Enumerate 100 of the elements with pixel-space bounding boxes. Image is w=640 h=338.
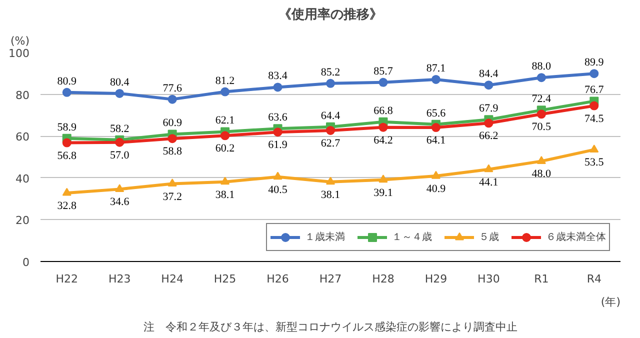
point (536, 156, 546, 164)
data-label: 60.2 (215, 142, 235, 155)
data-label: 57.0 (110, 149, 130, 162)
data-label: 89.9 (584, 56, 604, 69)
point (220, 176, 230, 185)
data-label: 83.4 (268, 70, 288, 82)
point (590, 144, 599, 152)
point (484, 164, 494, 172)
point (378, 78, 388, 87)
point (378, 174, 388, 183)
data-label: 40.9 (426, 183, 446, 196)
point (431, 123, 440, 132)
data-label: 64.4 (320, 110, 341, 122)
point (378, 122, 388, 132)
x-tick-label: H24 (161, 272, 184, 286)
data-label: 87.1 (426, 62, 446, 74)
y-tick-label: 60 (16, 130, 30, 144)
point (220, 131, 230, 140)
point (536, 110, 546, 119)
legend-label: ６歳未満全体 (546, 230, 606, 244)
data-label: 80.4 (110, 76, 130, 88)
x-tick-label: R1 (534, 272, 549, 286)
data-label: 48.0 (532, 168, 552, 180)
point (484, 80, 494, 90)
point (590, 69, 599, 78)
data-label: 77.6 (162, 82, 182, 94)
chart-title: 《使用率の推移》 (278, 6, 382, 22)
point (115, 88, 124, 98)
point (168, 178, 177, 187)
data-label: 39.1 (374, 186, 393, 199)
y-axis-title: (%) (10, 34, 30, 48)
point (273, 82, 282, 92)
y-tick-label: 100 (8, 47, 30, 60)
data-label: 85.2 (320, 66, 340, 78)
data-label: 81.2 (215, 74, 235, 87)
x-tick-label: H23 (108, 272, 131, 286)
point (273, 172, 282, 180)
data-label: 70.5 (532, 121, 552, 134)
y-tick-label: 20 (16, 214, 30, 228)
data-label: 63.6 (268, 112, 288, 124)
data-label: 65.6 (426, 107, 446, 120)
y-tick-label: 40 (16, 172, 30, 186)
point (115, 138, 124, 147)
point (326, 78, 335, 88)
x-tick-label: H27 (319, 272, 342, 286)
point (326, 176, 335, 185)
data-label: 53.5 (584, 156, 604, 169)
legend-label: １歳未満 (305, 230, 345, 244)
data-label: 76.7 (584, 84, 604, 96)
data-label: 61.9 (268, 139, 288, 152)
point (62, 138, 72, 148)
x-tick-label: H28 (372, 272, 394, 286)
point (168, 134, 177, 144)
data-label: 84.4 (479, 68, 499, 80)
point (168, 94, 177, 104)
data-label: 56.8 (57, 150, 77, 162)
data-label: 88.0 (532, 60, 552, 73)
data-label: 64.1 (426, 134, 446, 147)
data-label: 62.7 (320, 137, 341, 150)
x-tick-label: H26 (266, 272, 289, 286)
data-label: 37.2 (162, 190, 182, 203)
data-label: 58.8 (162, 146, 182, 158)
data-label: 34.6 (110, 196, 130, 208)
point (484, 118, 494, 128)
legend-label: １～４歳 (392, 230, 432, 244)
point (115, 184, 124, 192)
text: 注 令和２年及び３年は、新型コロナウイルス感染症の影響により調査中止 (144, 320, 518, 334)
x-tick-label: H25 (214, 272, 236, 286)
point (220, 87, 230, 96)
point (62, 88, 72, 97)
point (326, 126, 335, 135)
data-label: 67.9 (479, 102, 499, 115)
data-label: 64.2 (374, 134, 393, 146)
data-label: 40.5 (268, 184, 288, 196)
point (536, 73, 546, 82)
data-label: 85.7 (374, 65, 394, 78)
point (62, 188, 72, 196)
data-label: 80.9 (57, 75, 77, 88)
data-label: 32.8 (57, 200, 77, 212)
data-label: 62.1 (215, 114, 235, 127)
point (431, 170, 440, 179)
x-tick-label: H29 (424, 272, 448, 286)
data-label: 38.1 (215, 188, 235, 201)
x-tick-label: H22 (56, 272, 78, 286)
point (431, 74, 440, 84)
point (590, 101, 599, 110)
y-tick-label: 80 (16, 88, 30, 102)
data-label: 66.2 (479, 130, 498, 142)
legend-label: ５歳 (479, 230, 499, 244)
data-label: 58.2 (110, 122, 130, 135)
data-label: 72.4 (532, 93, 552, 106)
x-tick-label: H30 (478, 272, 500, 286)
data-label: 60.9 (162, 117, 182, 130)
x-tick-label: R4 (586, 272, 602, 286)
y-tick-label: 0 (22, 256, 30, 269)
data-label: 74.5 (584, 112, 604, 125)
point (273, 128, 282, 137)
data-label: 58.9 (57, 121, 77, 134)
data-label: 38.1 (320, 188, 340, 201)
x-axis-title: (年) (600, 296, 621, 308)
